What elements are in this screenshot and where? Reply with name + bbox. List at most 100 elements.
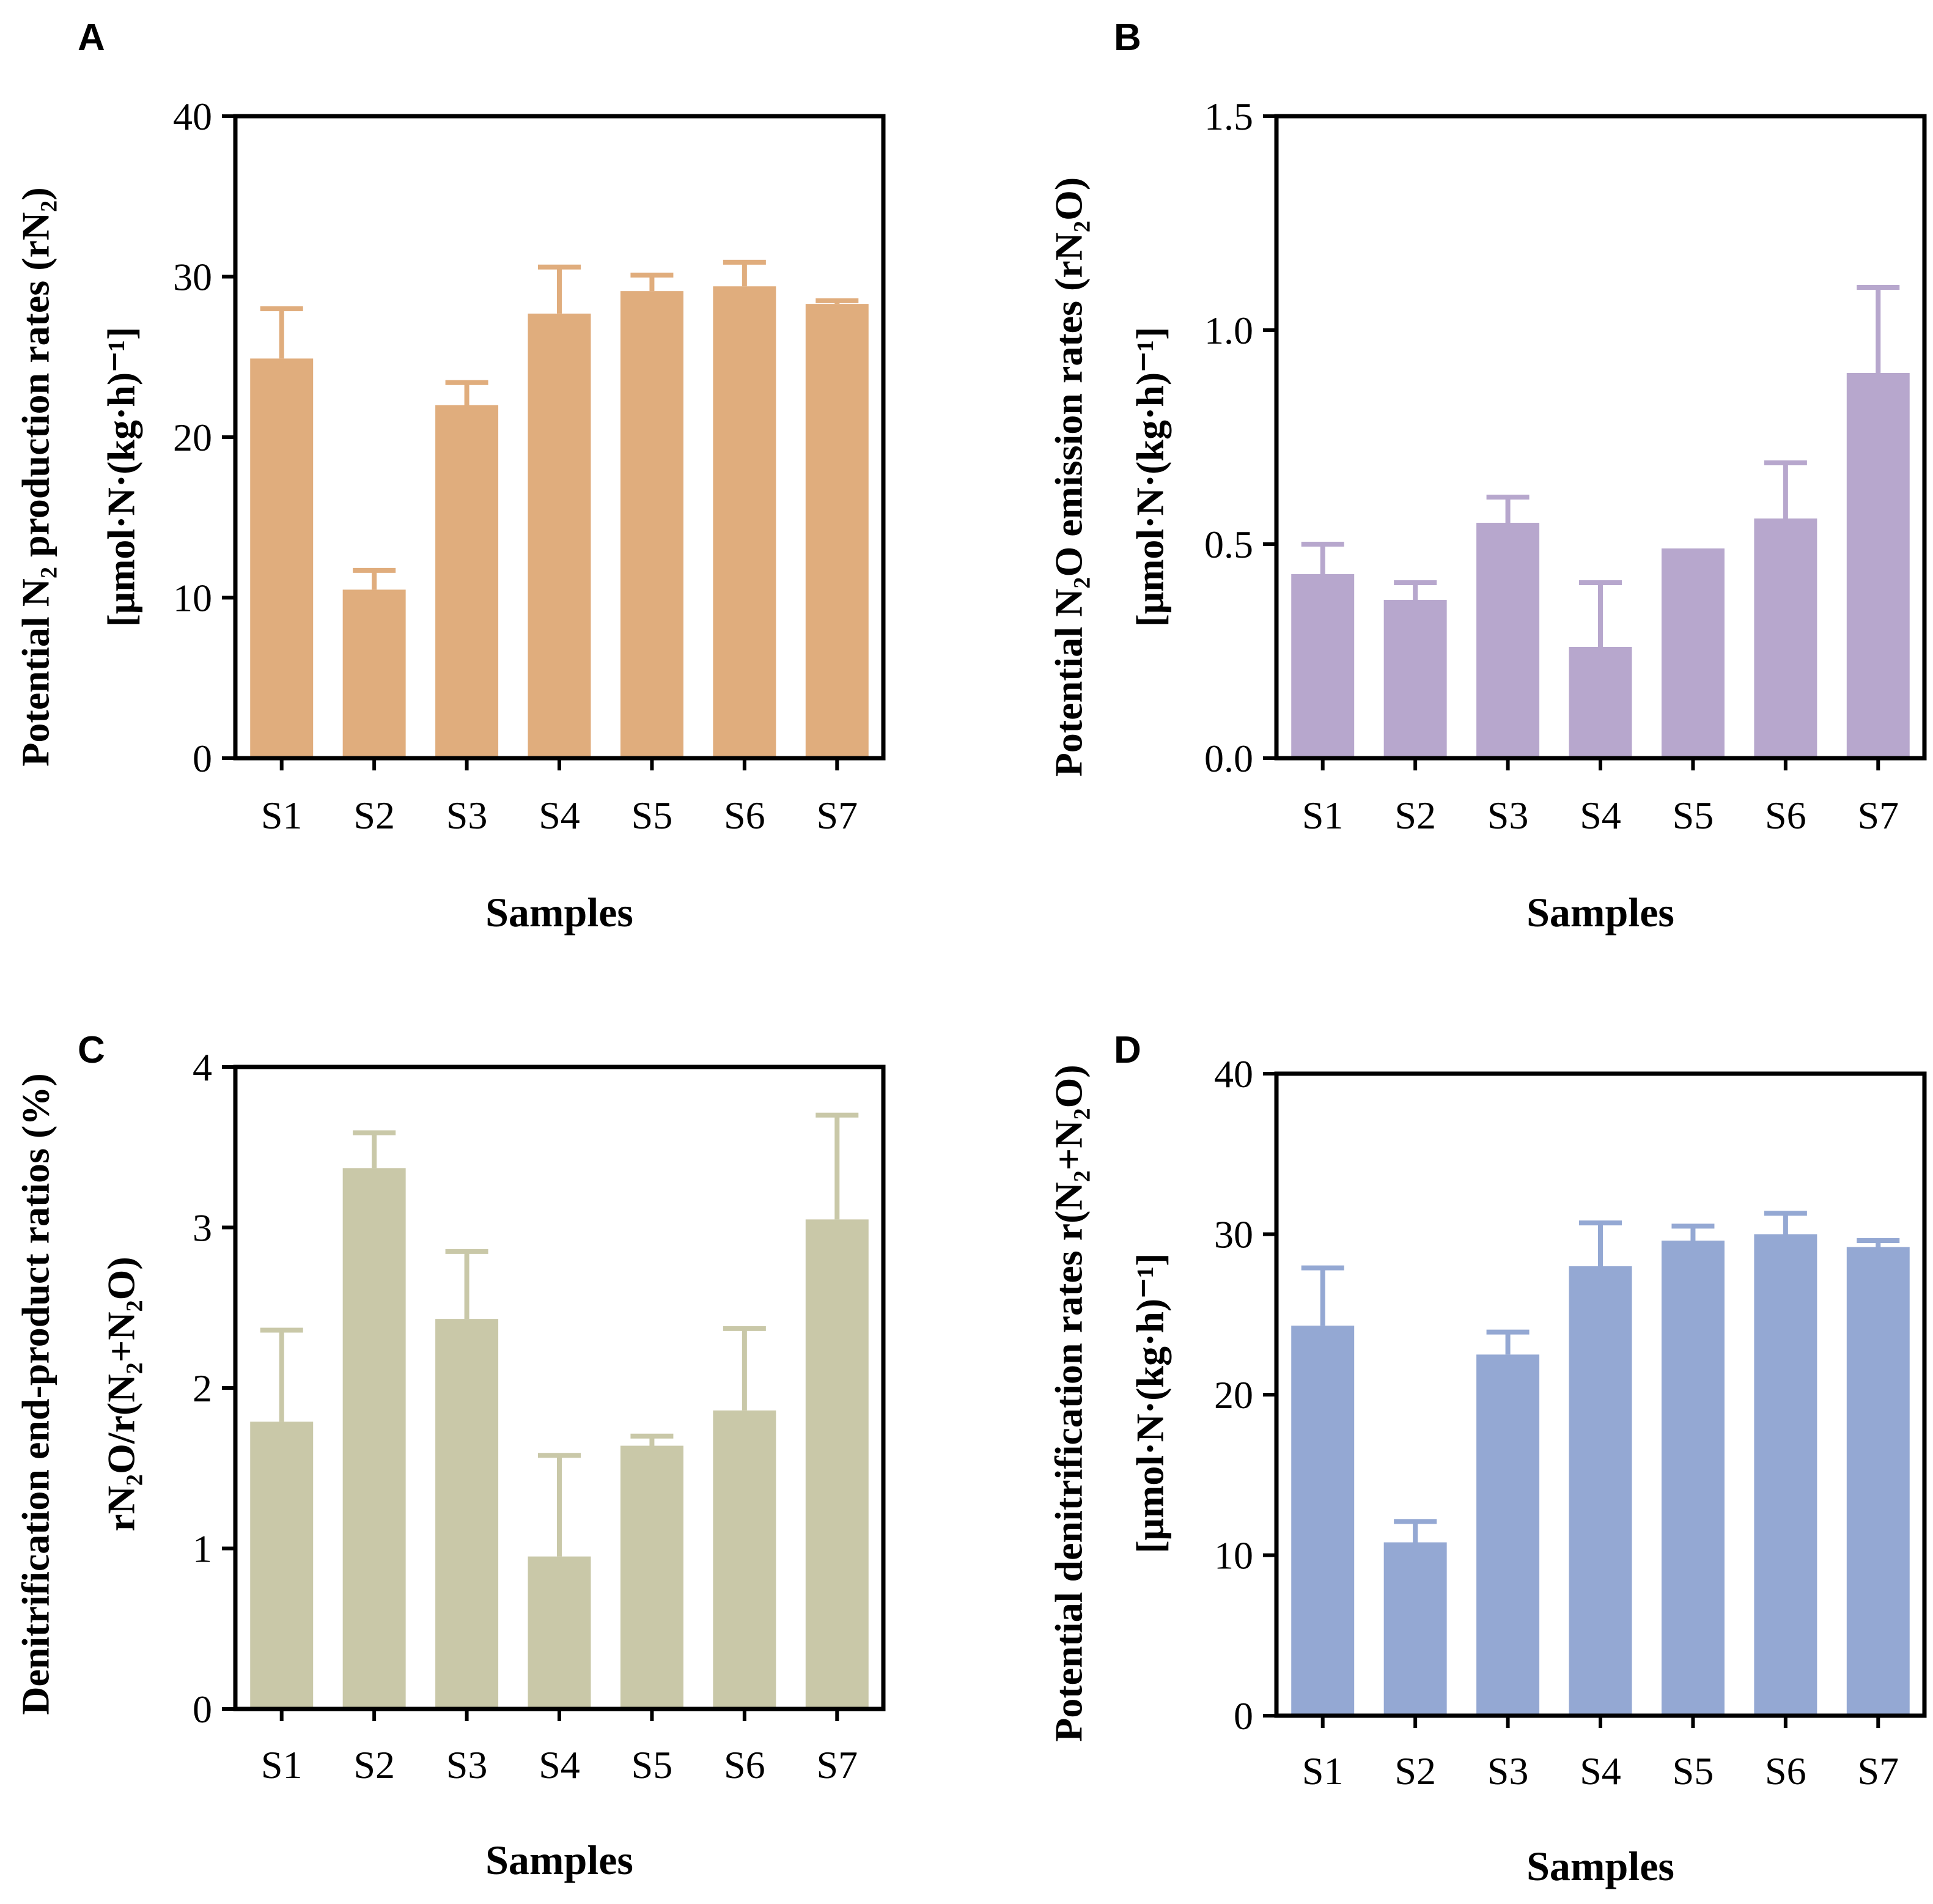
panel-b-xtick-label-s3: S3 bbox=[1487, 794, 1529, 837]
panel-d-x-title: Samples bbox=[1526, 1843, 1674, 1889]
panel-a-ytick-label-3: 30 bbox=[173, 256, 212, 299]
panel-c-letter: C bbox=[78, 1029, 105, 1071]
panel-d-xtick-label-s2: S2 bbox=[1394, 1749, 1436, 1793]
panel-b-xtick-label-s6: S6 bbox=[1765, 794, 1806, 837]
panel-a-xtick-label-s6: S6 bbox=[724, 794, 765, 837]
panel-c-bar-s1 bbox=[250, 1422, 314, 1709]
panel-c-x-title: Samples bbox=[485, 1837, 633, 1883]
panel-b-ytick-label-1: 0.5 bbox=[1204, 523, 1253, 566]
panel-b-bar-s1 bbox=[1291, 574, 1355, 758]
panel-c-ytick-label-2: 2 bbox=[193, 1367, 212, 1410]
panel-b-bar-s5 bbox=[1661, 548, 1725, 758]
panel-d-bar-s2 bbox=[1383, 1542, 1447, 1716]
panel-c-bar-s5 bbox=[620, 1445, 683, 1709]
panel-c-y-title-line-1: Denitrification end-product ratios (%) bbox=[14, 1073, 57, 1714]
panel-b-bar-s3 bbox=[1476, 523, 1540, 758]
panel-a-xtick-label-s7: S7 bbox=[816, 794, 858, 837]
panel-d-ytick-label-0: 0 bbox=[1234, 1694, 1253, 1738]
panel-d-bar-s6 bbox=[1754, 1234, 1817, 1716]
panel-d-xtick-label-s3: S3 bbox=[1487, 1749, 1529, 1793]
panel-a-xtick-label-s3: S3 bbox=[446, 794, 488, 837]
panel-d: D S1 S2 S3 S4 S5 S6 S7 0 10 20 30 40 Samples Potential… bbox=[1047, 1029, 1927, 1889]
panel-d-ytick-label-1: 10 bbox=[1214, 1534, 1253, 1577]
panel-c-bar-s7 bbox=[805, 1219, 869, 1709]
panel-a: A S1 S2 S3 S4 S5 S6 S7 0 10 20 30 40 Samples Potential… bbox=[14, 17, 886, 935]
panel-c-ytick-label-4: 4 bbox=[193, 1046, 212, 1089]
panel-a-ytick-label-1: 10 bbox=[173, 577, 212, 620]
panel-a-xtick-label-s5: S5 bbox=[631, 794, 673, 837]
panel-b-letter: B bbox=[1114, 17, 1141, 59]
panel-a-frame bbox=[233, 114, 886, 761]
panel-a-letter: A bbox=[78, 17, 105, 59]
panel-c-xtick-label-s5: S5 bbox=[631, 1743, 673, 1787]
panel-a-bar-s6 bbox=[713, 286, 776, 758]
panel-d-bar-s3 bbox=[1476, 1354, 1540, 1716]
panel-a-ytick-label-0: 0 bbox=[193, 737, 212, 780]
panel-a-x-title: Samples bbox=[485, 889, 633, 935]
panel-a-y-title-line-1: Potential N₂ production rates (rN₂) bbox=[14, 187, 57, 766]
panel-b-ytick-label-2: 1.0 bbox=[1204, 309, 1253, 352]
panel-d-letter: D bbox=[1114, 1029, 1141, 1071]
panel-b-bar-s6 bbox=[1754, 518, 1817, 758]
panel-a-bar-s5 bbox=[620, 291, 683, 758]
panel-a-bar-s3 bbox=[435, 405, 499, 758]
panel-c-xtick-label-s1: S1 bbox=[261, 1743, 303, 1787]
panel-b-bar-s2 bbox=[1383, 600, 1447, 758]
panel-c-ytick-label-1: 1 bbox=[193, 1527, 212, 1571]
panel-d-xtick-label-s1: S1 bbox=[1302, 1749, 1344, 1793]
panel-d-frame bbox=[1274, 1071, 1927, 1718]
panel-d-xtick-label-s6: S6 bbox=[1765, 1749, 1806, 1793]
panel-c-xtick-label-s3: S3 bbox=[446, 1743, 488, 1787]
panel-b-xtick-label-s7: S7 bbox=[1857, 794, 1899, 837]
panel-c-xtick-label-s2: S2 bbox=[353, 1743, 395, 1787]
panel-d-ytick-label-2: 20 bbox=[1214, 1373, 1253, 1417]
panel-c-xtick-label-s7: S7 bbox=[816, 1743, 858, 1787]
panel-b-y-title-line-2: [μmol·N·(kg·h)⁻¹] bbox=[1129, 327, 1172, 627]
panel-a-bar-s7 bbox=[805, 304, 869, 758]
panel-d-xtick-label-s5: S5 bbox=[1673, 1749, 1714, 1793]
panel-c: C S1 S2 S3 S4 S5 S6 S7 0 1 2 3 4 Samples Denitrificati… bbox=[14, 1029, 886, 1883]
panel-c-bar-s2 bbox=[342, 1168, 406, 1709]
panel-b-xtick-label-s1: S1 bbox=[1302, 794, 1344, 837]
panel-b: B S1 S2 S3 S4 S5 S6 S7 0.0 0.5 1.0 1.5 Samples Potent… bbox=[1047, 17, 1927, 935]
panel-d-ytick-label-4: 40 bbox=[1214, 1052, 1253, 1096]
panel-b-ytick-label-3: 1.5 bbox=[1204, 95, 1253, 138]
panel-d-xtick-label-s7: S7 bbox=[1857, 1749, 1899, 1793]
panel-a-xtick-label-s2: S2 bbox=[353, 794, 395, 837]
panel-d-bar-s1 bbox=[1291, 1326, 1355, 1716]
panel-d-y-title-line-2: [μmol·N·(kg·h)⁻¹] bbox=[1129, 1253, 1172, 1553]
panel-a-bar-s1 bbox=[250, 358, 314, 758]
panel-b-y-title-line-1: Potential N₂O emission rates (rN₂O) bbox=[1047, 177, 1091, 777]
panel-a-ytick-label-2: 20 bbox=[173, 416, 212, 459]
panel-c-frame bbox=[233, 1065, 886, 1711]
panel-b-xtick-label-s4: S4 bbox=[1580, 794, 1621, 837]
panel-c-xtick-label-s6: S6 bbox=[724, 1743, 765, 1787]
panel-b-xtick-label-s5: S5 bbox=[1673, 794, 1714, 837]
panel-b-bar-s7 bbox=[1846, 373, 1910, 758]
panel-d-y-title-line-1: Potential denitrification rates r(N₂+N₂O… bbox=[1047, 1065, 1091, 1741]
panel-b-x-title: Samples bbox=[1526, 889, 1674, 935]
panel-c-y-title-line-2: rN₂O/r(N₂+N₂O) bbox=[100, 1256, 143, 1531]
panel-c-bar-s4 bbox=[528, 1556, 591, 1709]
panel-a-xtick-label-s4: S4 bbox=[539, 794, 580, 837]
panel-d-bar-s4 bbox=[1569, 1266, 1632, 1716]
panel-a-bar-s4 bbox=[528, 313, 591, 758]
panel-d-bar-s7 bbox=[1846, 1247, 1910, 1716]
panel-c-ytick-label-0: 0 bbox=[193, 1688, 212, 1731]
panel-b-bar-s4 bbox=[1569, 647, 1632, 758]
panel-c-xtick-label-s4: S4 bbox=[539, 1743, 580, 1787]
panel-b-frame bbox=[1274, 114, 1927, 761]
panel-b-xtick-label-s2: S2 bbox=[1394, 794, 1436, 837]
panel-c-ytick-label-3: 3 bbox=[193, 1206, 212, 1250]
panel-b-ytick-label-0: 0.0 bbox=[1204, 737, 1253, 780]
panel-a-ytick-label-4: 40 bbox=[173, 95, 212, 138]
panel-a-y-title-line-2: [μmol·N·(kg·h)⁻¹] bbox=[100, 327, 143, 627]
panel-a-xtick-label-s1: S1 bbox=[261, 794, 303, 837]
panel-a-bar-s2 bbox=[342, 589, 406, 758]
panel-d-xtick-label-s4: S4 bbox=[1580, 1749, 1621, 1793]
panel-d-bar-s5 bbox=[1661, 1241, 1725, 1716]
panel-d-ytick-label-3: 30 bbox=[1214, 1213, 1253, 1256]
panel-c-bar-s6 bbox=[713, 1410, 776, 1709]
panel-c-bar-s3 bbox=[435, 1319, 499, 1709]
